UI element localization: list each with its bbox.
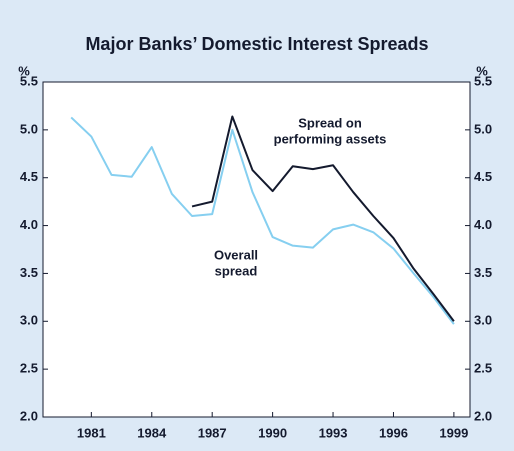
x-tick-label: 1981 <box>77 425 106 440</box>
y-tick-label: 2.5 <box>20 361 38 376</box>
y-tick-label: 4.5 <box>20 169 38 184</box>
y-axis-label: % <box>18 63 30 78</box>
x-tick-label: 1987 <box>198 425 227 440</box>
y2-tick-label: 5.0 <box>474 121 492 136</box>
y2-tick-label: 2.5 <box>474 361 492 376</box>
plot-area <box>43 82 470 417</box>
annotation: performing assets <box>274 131 387 146</box>
y2-tick-label: 4.0 <box>474 217 492 232</box>
y2-tick-label: 3.5 <box>474 265 492 280</box>
y-tick-label: 3.5 <box>20 265 38 280</box>
plot-frame <box>42 81 471 418</box>
y-tick-label: 5.0 <box>20 121 38 136</box>
y2-tick-label: 4.5 <box>474 169 492 184</box>
y-tick-label: 3.0 <box>20 313 38 328</box>
y2-tick-label: 5.5 <box>474 73 492 88</box>
x-tick-label: 1993 <box>319 425 348 440</box>
line-series <box>191 115 455 322</box>
x-tick-label: 1996 <box>379 425 408 440</box>
y2-axis-label: % <box>476 63 488 78</box>
y2-tick-label: 2.0 <box>474 408 492 423</box>
chart-title: Major Banks’ Domestic Interest Spreads <box>85 34 428 54</box>
x-tick-label: 1999 <box>439 425 468 440</box>
y-tick-label: 4.0 <box>20 217 38 232</box>
annotation: spread <box>215 263 258 278</box>
annotation: Overall <box>214 247 258 262</box>
line-series <box>70 116 455 325</box>
y-tick-label: 2.0 <box>20 408 38 423</box>
y-tick-label: 5.5 <box>20 73 38 88</box>
annotation: Spread on <box>298 115 362 130</box>
x-tick-label: 1990 <box>258 425 287 440</box>
y2-tick-label: 3.0 <box>474 313 492 328</box>
x-tick-label: 1984 <box>137 425 167 440</box>
